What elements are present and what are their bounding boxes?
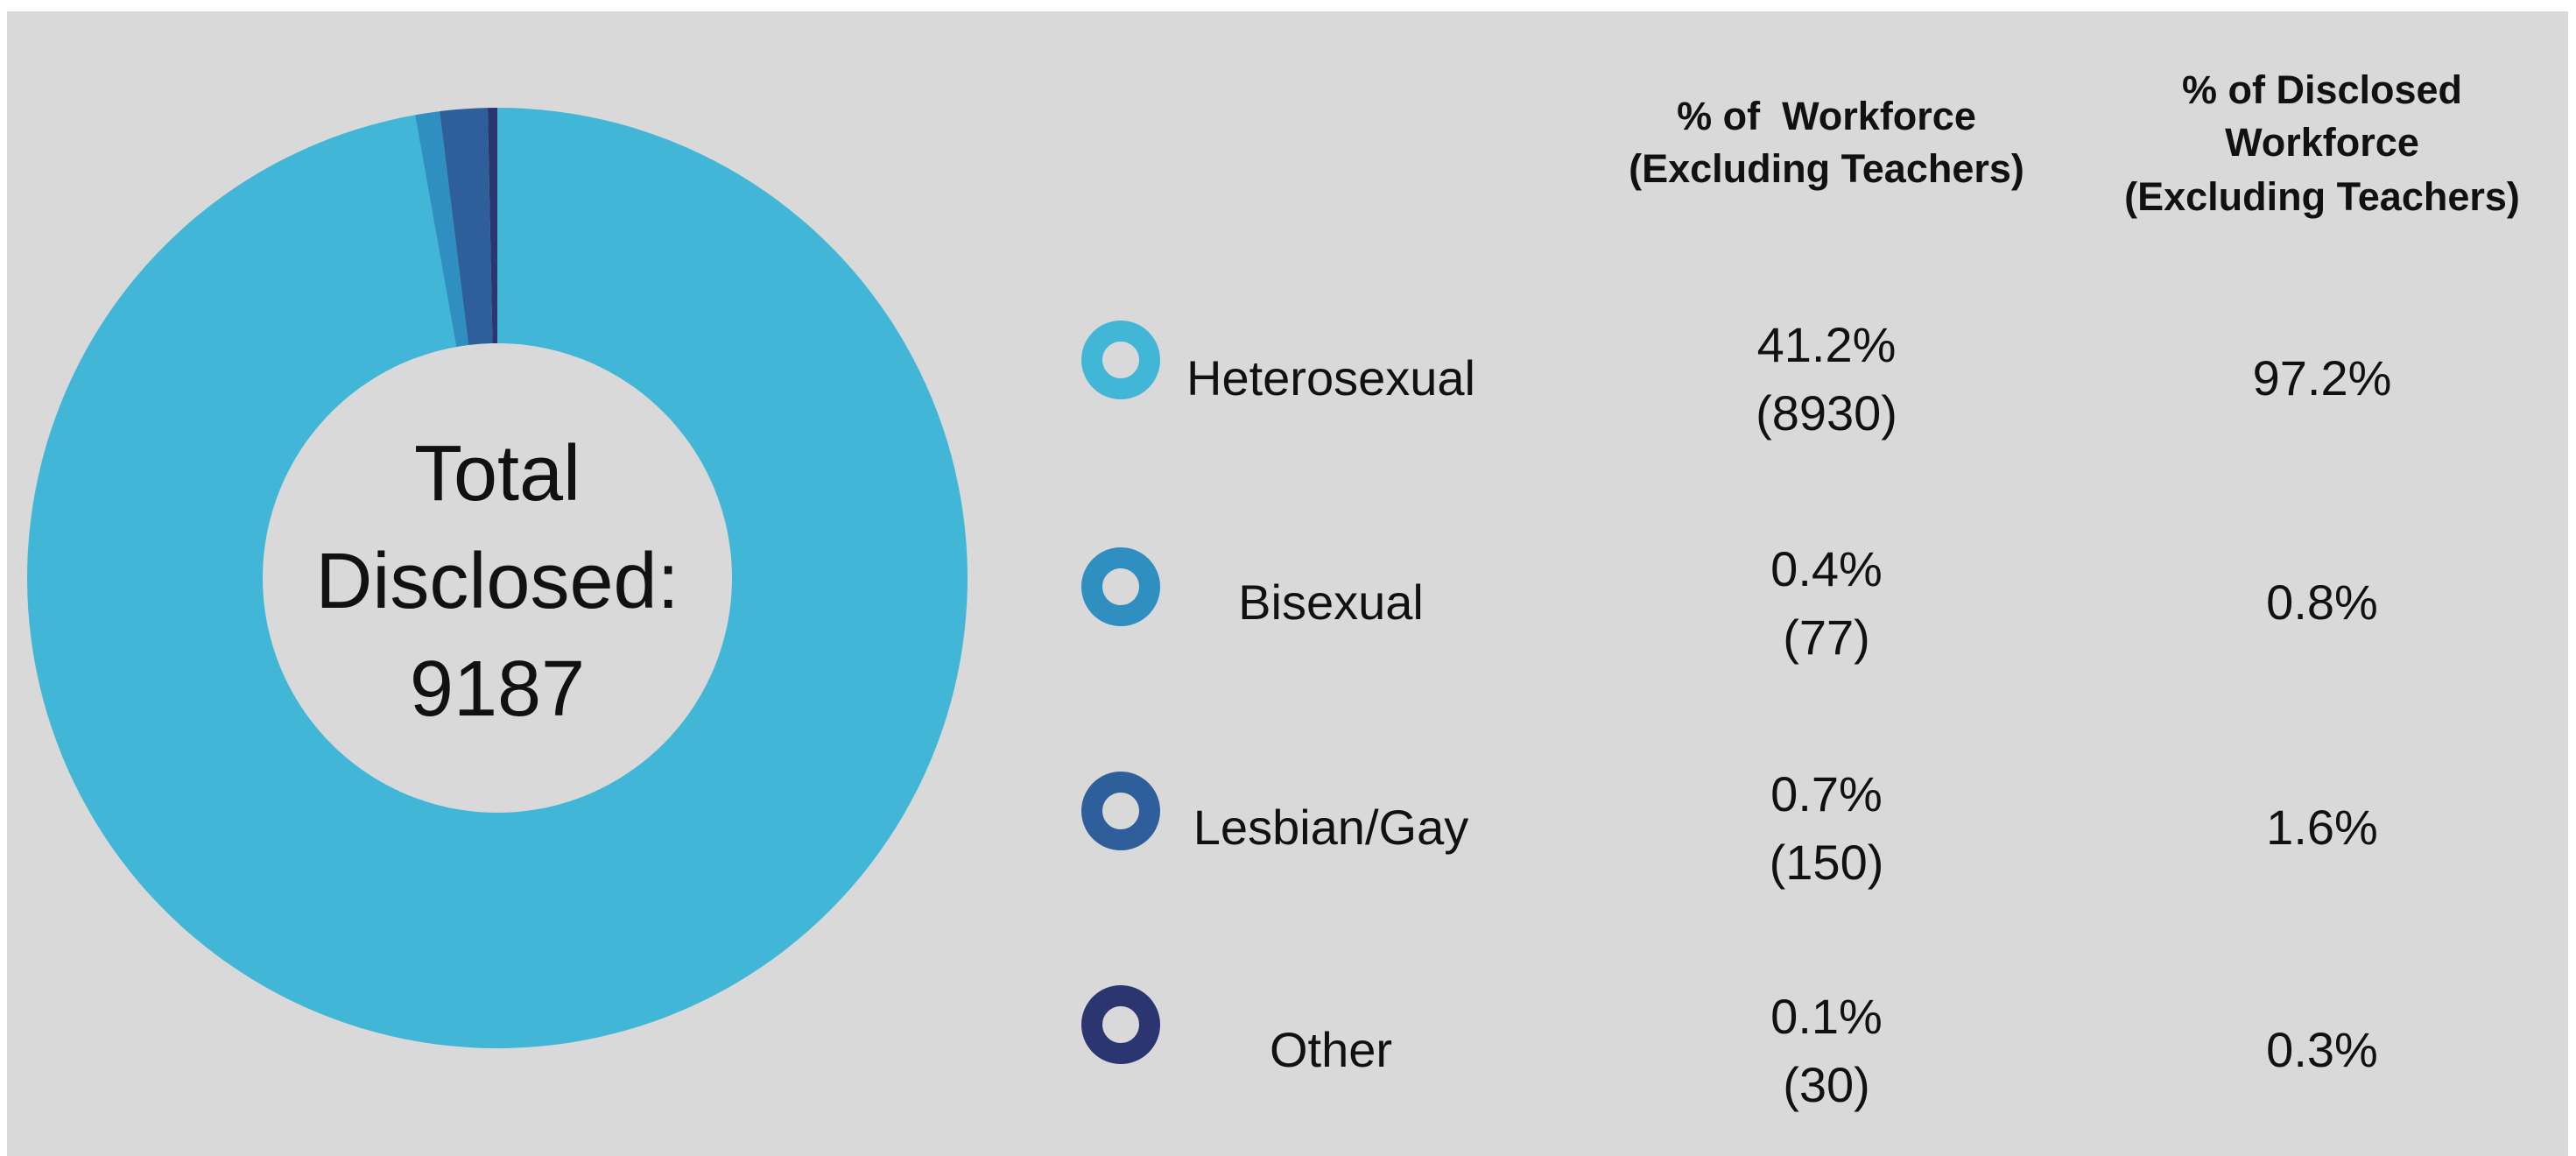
category-label: Lesbian/Gay xyxy=(1193,800,1468,855)
legend-ring xyxy=(1081,547,1160,626)
legend-ring xyxy=(1081,772,1160,850)
center-label: Total xyxy=(414,430,581,518)
column-header: % of Workforce xyxy=(1677,94,1976,138)
center-label: 9187 xyxy=(410,645,585,733)
count-label: (77) xyxy=(1783,610,1870,665)
donut-segment xyxy=(440,108,493,346)
donut-segment xyxy=(26,108,968,1049)
disclosed-share: 1.6% xyxy=(2266,800,2378,855)
category-label: Bisexual xyxy=(1238,574,1424,630)
count-label: (8930) xyxy=(1756,385,1897,441)
donut-segment xyxy=(487,108,497,344)
column-header: Workforce xyxy=(2225,120,2419,165)
category-label: Heterosexual xyxy=(1186,350,1475,405)
workforce-share: 0.7% xyxy=(1770,766,1883,821)
disclosed-share: 0.8% xyxy=(2266,574,2378,630)
disclosed-share: 0.3% xyxy=(2266,1022,2378,1077)
category-label: Other xyxy=(1270,1022,1392,1077)
count-label: (30) xyxy=(1783,1057,1870,1112)
disclosed-share: 97.2% xyxy=(2253,350,2392,405)
legend-ring xyxy=(1081,321,1160,399)
column-header: (Excluding Teachers) xyxy=(2124,174,2520,219)
count-label: (150) xyxy=(1770,835,1884,890)
donut-segment xyxy=(415,111,469,348)
column-header: (Excluding Teachers) xyxy=(1629,146,2024,191)
column-header: % of Disclosed xyxy=(2182,67,2462,112)
workforce-share: 0.1% xyxy=(1770,989,1883,1044)
legend-ring xyxy=(1081,985,1160,1064)
center-label: Disclosed: xyxy=(315,538,679,625)
workforce-share: 41.2% xyxy=(1757,317,1897,372)
workforce-share: 0.4% xyxy=(1770,541,1883,596)
